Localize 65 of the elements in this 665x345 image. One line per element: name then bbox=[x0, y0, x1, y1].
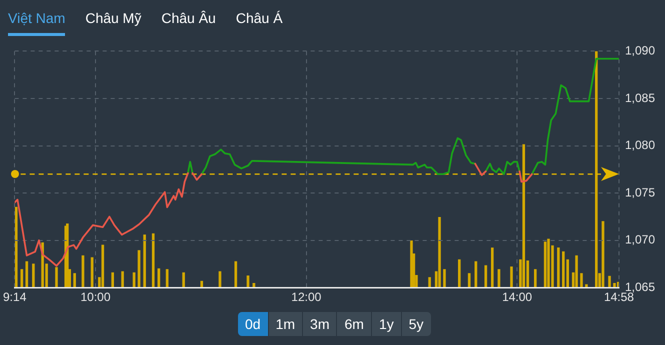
text: Châu Âu bbox=[161, 10, 216, 28]
bar bbox=[158, 268, 160, 288]
y-tick-label: 1,070 bbox=[624, 232, 656, 247]
bar bbox=[138, 250, 140, 288]
bar bbox=[443, 269, 446, 288]
y-tick-label: 1,075 bbox=[624, 185, 656, 200]
y-tick-label: 1,065 bbox=[624, 280, 656, 294]
text: 1y bbox=[370, 312, 401, 336]
bar bbox=[73, 273, 76, 288]
text: 1m bbox=[268, 312, 302, 336]
bar bbox=[20, 269, 24, 288]
y-tick-label: 1,085 bbox=[624, 90, 656, 105]
bar bbox=[55, 267, 58, 288]
text: 3m bbox=[302, 312, 336, 336]
bar bbox=[580, 273, 583, 288]
text: 0d bbox=[238, 312, 268, 336]
bar bbox=[522, 144, 526, 288]
bar bbox=[498, 269, 500, 288]
bar bbox=[121, 271, 124, 288]
text: Châu Mỹ bbox=[85, 10, 142, 28]
bar bbox=[14, 206, 18, 288]
bar bbox=[490, 248, 494, 288]
y-tick-label: 1,080 bbox=[624, 138, 656, 152]
bar bbox=[544, 242, 547, 288]
bar bbox=[410, 240, 413, 288]
x-tick-label: 14:00 bbox=[502, 290, 532, 304]
bar bbox=[595, 51, 598, 288]
bar bbox=[484, 265, 488, 288]
bar bbox=[152, 233, 155, 288]
bar bbox=[246, 275, 250, 288]
bar bbox=[585, 284, 588, 288]
bar bbox=[132, 272, 136, 288]
bar bbox=[474, 261, 478, 288]
bar bbox=[32, 264, 35, 288]
x-tick-label: 10:00 bbox=[80, 290, 111, 304]
bar bbox=[143, 234, 146, 288]
bar bbox=[602, 221, 604, 288]
bar bbox=[82, 255, 84, 288]
bar bbox=[111, 272, 114, 288]
bar bbox=[510, 266, 513, 288]
x-tick-label: 12:00 bbox=[291, 290, 322, 304]
bar bbox=[566, 259, 570, 288]
bar bbox=[613, 283, 616, 288]
bar bbox=[182, 272, 185, 288]
bar bbox=[458, 259, 461, 288]
x-tick-label: 9:14 bbox=[3, 290, 27, 304]
text: Việt Nam bbox=[8, 10, 66, 36]
bar bbox=[557, 248, 560, 288]
bar bbox=[468, 273, 471, 288]
bar bbox=[438, 217, 441, 288]
text: Châu Á bbox=[236, 10, 283, 28]
bar bbox=[547, 238, 550, 288]
bar bbox=[25, 261, 28, 288]
text: 5y bbox=[400, 312, 431, 336]
text: 6m bbox=[336, 312, 371, 336]
bar bbox=[90, 257, 94, 288]
bar bbox=[534, 269, 537, 288]
bar bbox=[218, 271, 222, 288]
bar bbox=[575, 255, 578, 288]
bar bbox=[608, 276, 611, 288]
bar bbox=[101, 244, 104, 288]
bar bbox=[562, 251, 565, 288]
bar bbox=[234, 261, 238, 288]
y-tick-label: 1,090 bbox=[624, 44, 656, 58]
bar bbox=[166, 269, 168, 288]
